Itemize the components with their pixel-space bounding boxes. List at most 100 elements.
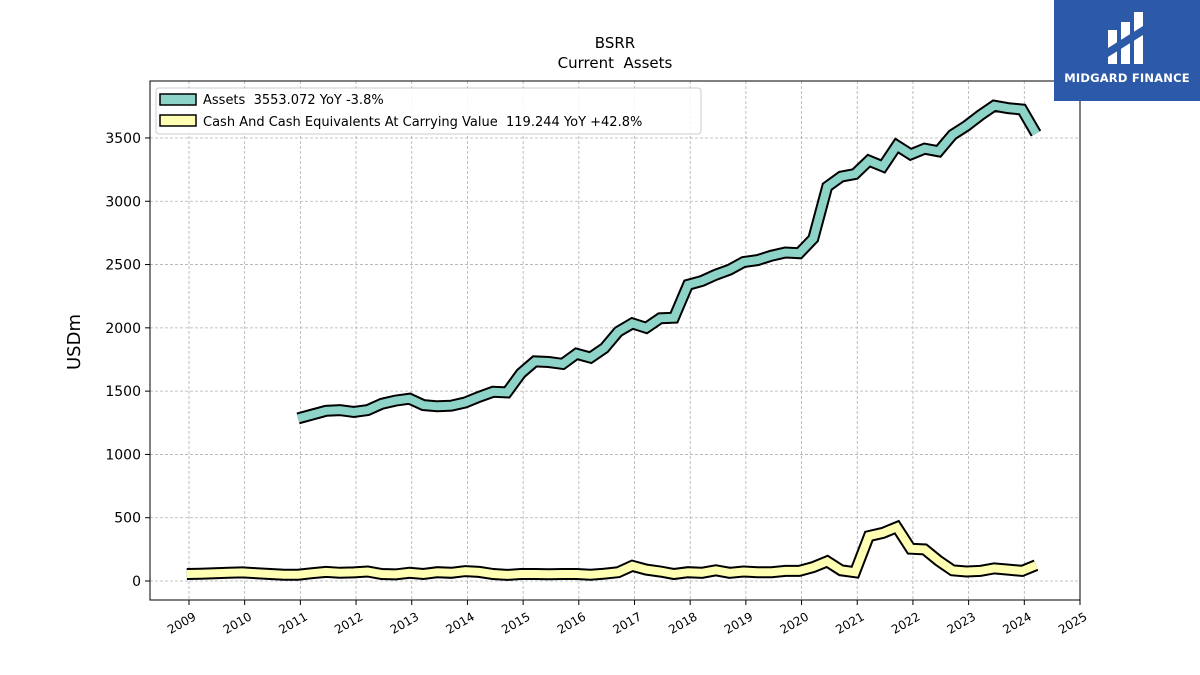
series-line-1	[186, 519, 1039, 581]
data-point	[729, 269, 731, 271]
legend-label-assets: Assets 3553.072 YoY -3.8%	[203, 93, 384, 108]
data-point	[534, 360, 536, 362]
data-point	[436, 405, 438, 407]
legend-swatch-cash	[159, 114, 197, 127]
data-point	[784, 251, 787, 254]
data-point	[743, 570, 745, 573]
data-point	[241, 571, 243, 574]
data-point	[631, 565, 633, 567]
data-point	[506, 574, 508, 576]
data-point	[603, 573, 606, 575]
data-point	[743, 261, 745, 263]
series-line	[297, 101, 1040, 423]
data-point	[770, 255, 773, 257]
data-point	[367, 570, 369, 573]
data-point	[910, 153, 912, 155]
data-point	[951, 134, 954, 136]
data-point	[854, 571, 856, 573]
data-point	[1035, 132, 1037, 135]
y-tick-label: 3500	[105, 131, 141, 147]
data-point	[840, 569, 842, 571]
x-tick-label: 2017	[611, 609, 644, 636]
data-point	[520, 573, 522, 575]
data-point	[381, 403, 383, 405]
data-point	[339, 409, 341, 411]
x-axis-ticks: 2009 2010 2011 2012 2013 2014 2015 2016 2017 2018…	[165, 600, 1090, 637]
data-point	[408, 398, 411, 400]
data-point	[478, 571, 480, 573]
brand-name: MIDGARD FINANCE	[1064, 71, 1190, 85]
data-point	[450, 572, 452, 574]
data-point	[993, 105, 995, 107]
data-point	[269, 573, 271, 575]
x-tick-label: 2018	[666, 609, 699, 636]
data-point	[186, 573, 188, 575]
data-point	[395, 400, 397, 402]
data-point	[589, 357, 592, 359]
y-tick-label: 500	[114, 511, 141, 527]
data-point	[896, 526, 898, 528]
data-point	[924, 548, 926, 551]
data-point	[687, 571, 689, 573]
series-line	[186, 522, 1038, 579]
brand-logo: MIDGARD FINANCE	[1054, 0, 1200, 101]
data-point	[339, 572, 341, 574]
data-point	[520, 372, 522, 374]
midgard-logo-icon	[1108, 12, 1143, 64]
data-point	[673, 573, 675, 575]
data-point	[1007, 107, 1009, 109]
data-point	[492, 573, 494, 575]
legend-swatch-assets	[159, 93, 197, 106]
data-point	[715, 274, 717, 276]
data-point	[812, 566, 814, 568]
data-point	[436, 571, 438, 573]
data-point	[589, 574, 592, 576]
legend-box	[155, 87, 702, 135]
data-point	[422, 573, 424, 575]
data-point	[701, 572, 703, 574]
legend: Assets 3553.072 YoY -3.8% Cash And Cash …	[155, 87, 702, 135]
x-tick-label: 2021	[833, 609, 866, 636]
data-point	[993, 567, 995, 570]
chart-subtitle: Current Assets	[558, 54, 673, 72]
y-tick-label: 2000	[105, 321, 141, 337]
data-point	[868, 160, 870, 162]
data-point	[910, 548, 912, 550]
x-tick-label: 2016	[555, 609, 588, 636]
x-tick-label: 2023	[945, 609, 978, 636]
data-point	[979, 570, 981, 572]
data-point	[854, 173, 856, 175]
x-tick-label: 2019	[722, 609, 755, 636]
data-point	[283, 574, 285, 576]
data-point	[798, 252, 800, 254]
y-axis-label: USDm	[64, 314, 85, 370]
data-point	[631, 322, 633, 324]
data-point	[659, 317, 661, 319]
data-point	[422, 404, 424, 406]
data-point	[645, 569, 647, 571]
data-point	[1021, 108, 1023, 111]
data-point	[770, 571, 773, 573]
y-axis-ticks: 0 500 1000 1500 2000 2500 3000 3500	[105, 131, 150, 590]
data-point	[826, 186, 828, 188]
data-point	[729, 572, 731, 574]
data-point	[255, 572, 257, 574]
data-point	[868, 535, 870, 537]
data-point	[924, 148, 926, 150]
data-point	[227, 572, 230, 574]
data-point	[478, 396, 480, 398]
data-point	[798, 570, 800, 572]
data-point	[701, 280, 703, 282]
data-point	[464, 401, 466, 404]
data-point	[1007, 569, 1009, 571]
data-point	[896, 145, 898, 147]
x-tick-label: 2010	[221, 609, 254, 636]
data-point	[576, 573, 578, 575]
data-point	[840, 176, 842, 178]
data-point	[687, 284, 689, 286]
data-point	[576, 353, 578, 355]
data-point	[464, 570, 466, 572]
data-point	[965, 570, 968, 573]
data-point	[1021, 570, 1023, 572]
series-line-0	[296, 99, 1042, 425]
